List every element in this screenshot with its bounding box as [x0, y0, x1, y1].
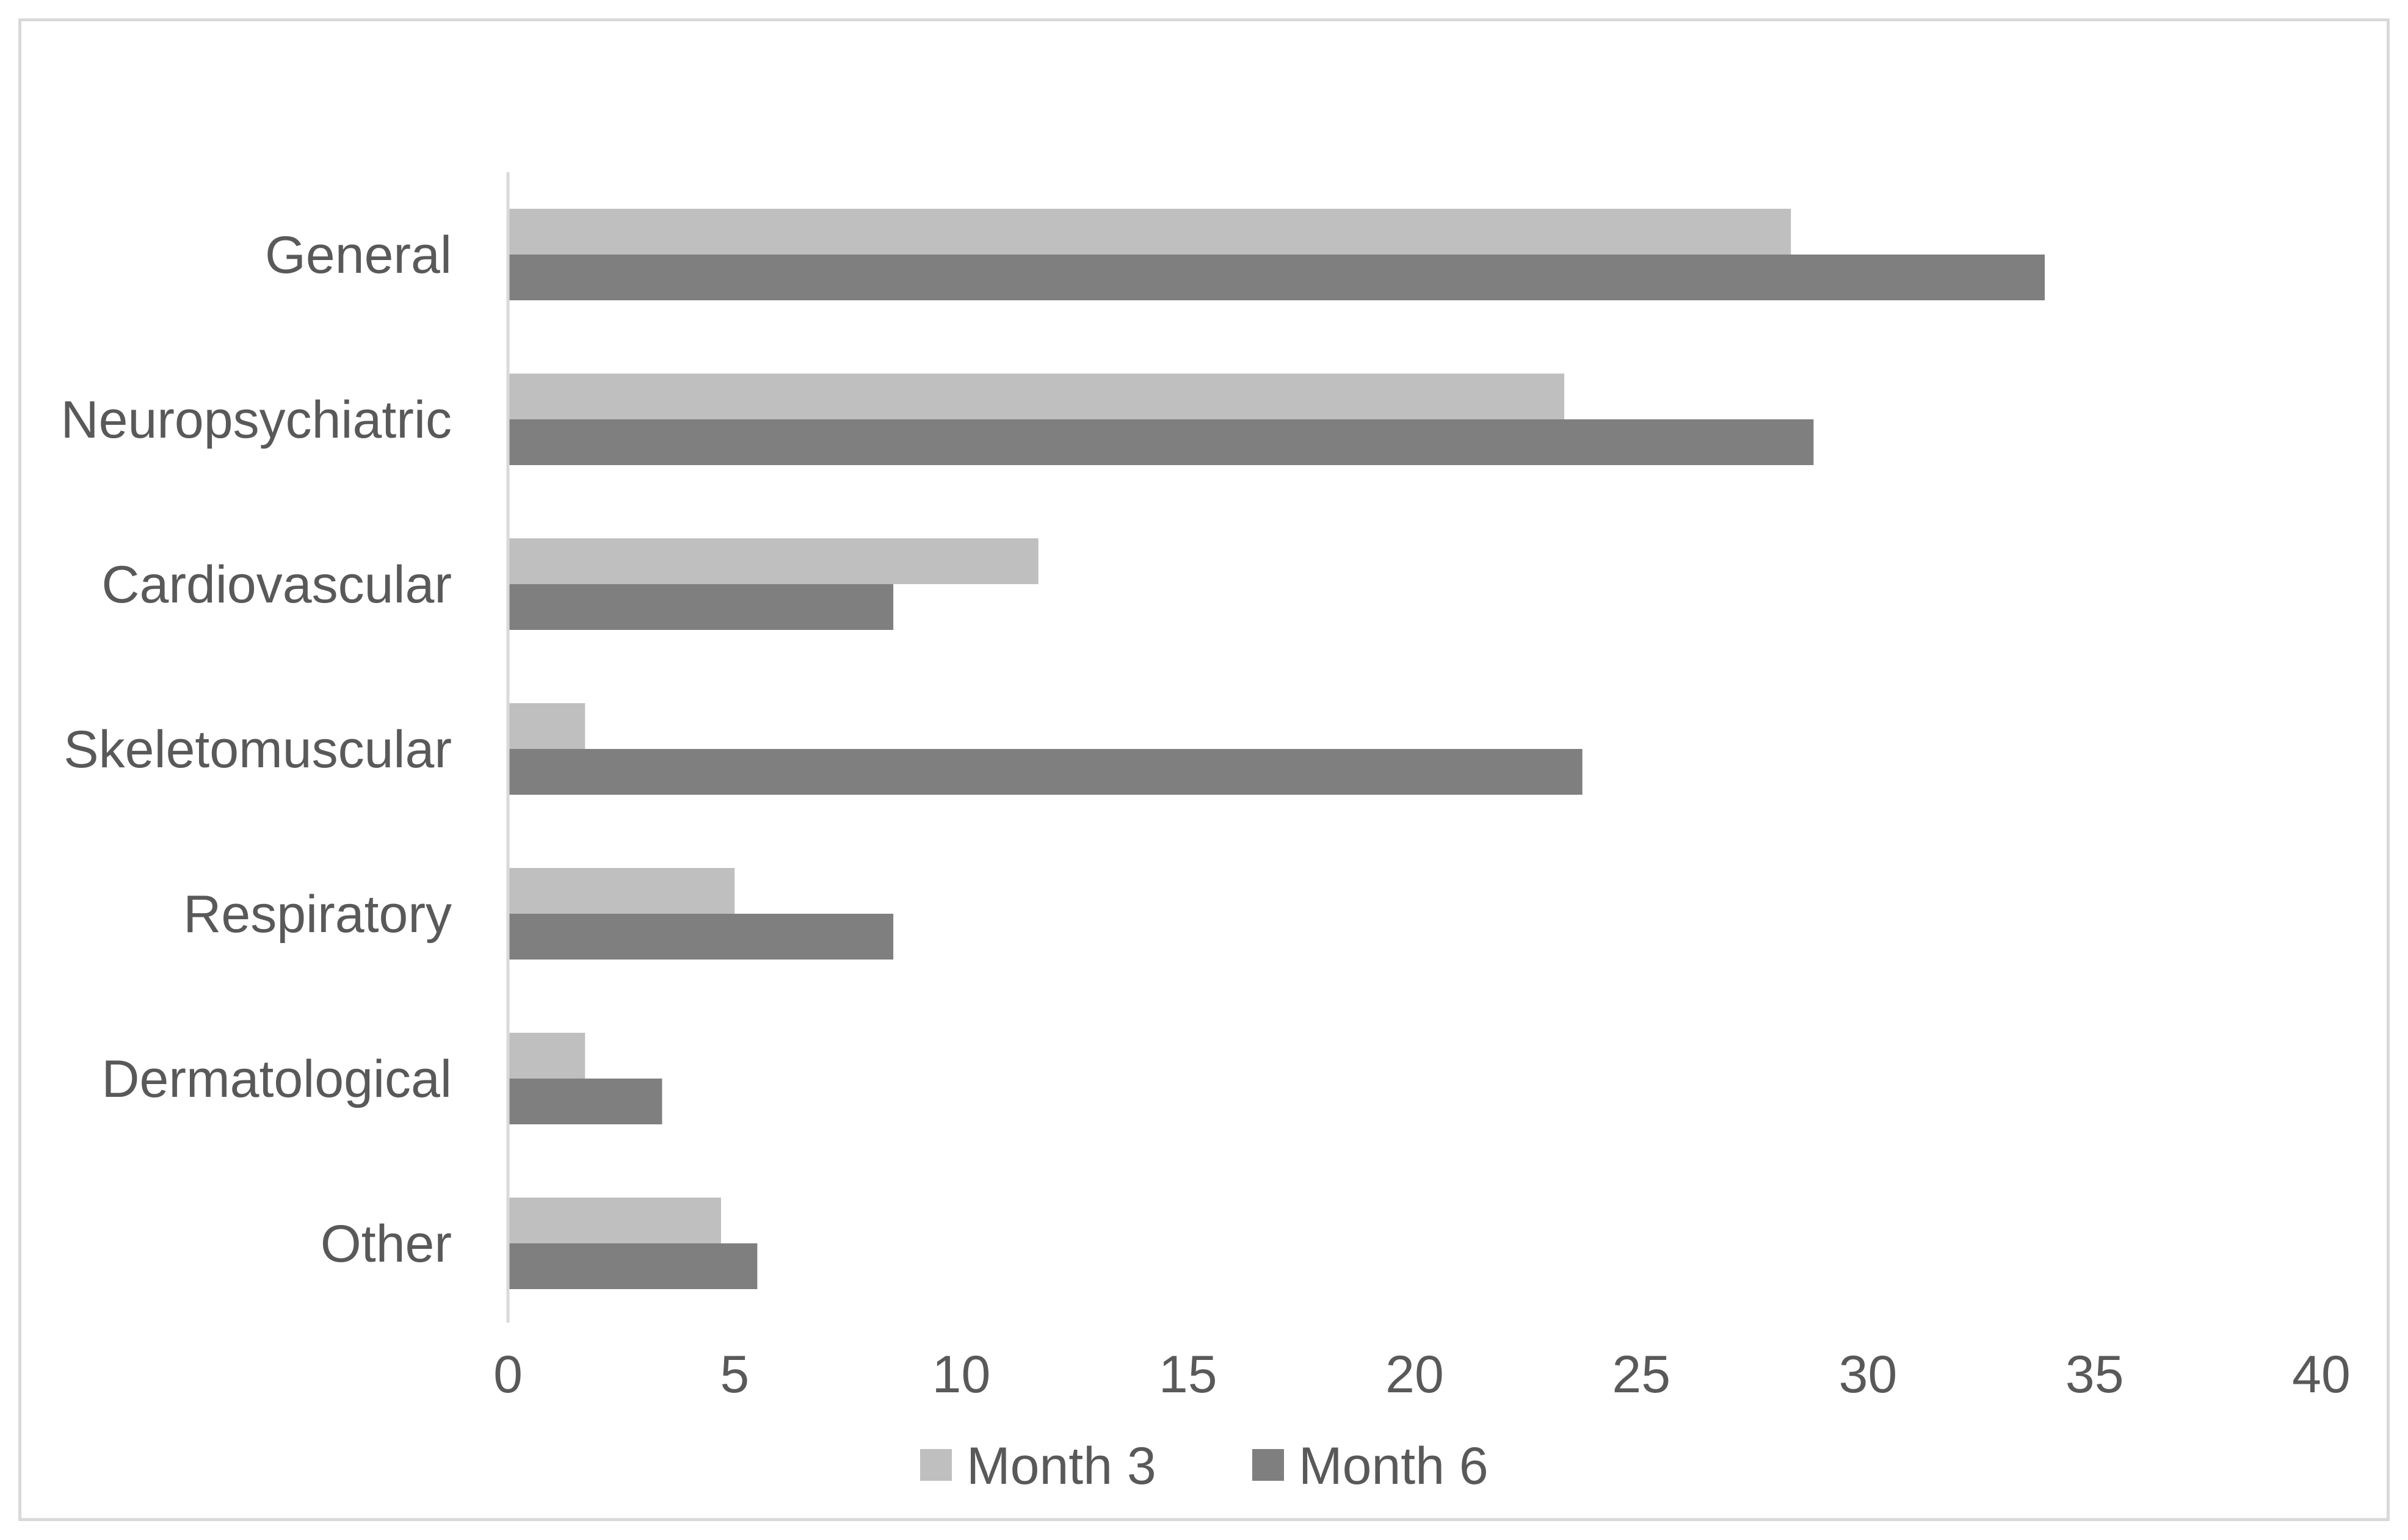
bars-layer — [508, 209, 2045, 1289]
bar-neuropsychiatric-month-3 — [508, 374, 1565, 419]
bar-neuropsychiatric-month-6 — [508, 419, 1814, 465]
bar-skeletomuscular-month-3 — [508, 703, 586, 749]
legend-swatch-month-6 — [1252, 1449, 1284, 1481]
bar-cardiovascular-month-6 — [508, 584, 894, 630]
x-tick-label-5: 5 — [720, 1345, 749, 1404]
category-label-other: Other — [321, 1215, 452, 1273]
category-label-respiratory: Respiratory — [183, 885, 452, 944]
x-tick-label-20: 20 — [1385, 1345, 1444, 1404]
x-tick-label-15: 15 — [1159, 1345, 1217, 1404]
x-tick-label-0: 0 — [493, 1345, 523, 1404]
bar-other-month-6 — [508, 1243, 758, 1289]
bar-cardiovascular-month-3 — [508, 538, 1039, 584]
bar-general-month-3 — [508, 209, 1791, 255]
category-label-neuropsychiatric: Neuropsychiatric — [61, 391, 452, 449]
category-label-cardiovascular: Cardiovascular — [101, 555, 452, 614]
category-label-skeletomuscular: Skeletomuscular — [63, 720, 452, 779]
bar-skeletomuscular-month-6 — [508, 749, 1583, 795]
legend-swatch-month-3 — [920, 1449, 952, 1481]
bar-other-month-3 — [508, 1198, 721, 1243]
bar-respiratory-month-3 — [508, 868, 735, 914]
category-labels: General Neuropsychiatric Cardiovascular Ske… — [61, 226, 452, 1273]
x-tick-label-25: 25 — [1612, 1345, 1670, 1404]
legend-label-month-6: Month 6 — [1299, 1437, 1489, 1495]
bar-chart: General Neuropsychiatric Cardiovascular Ske… — [61, 172, 2351, 1495]
category-label-dermatological: Dermatological — [101, 1050, 452, 1108]
legend: Month 3 Month 6 — [920, 1437, 1489, 1495]
x-tick-label-10: 10 — [932, 1345, 991, 1404]
bar-dermatological-month-6 — [508, 1079, 662, 1124]
x-tick-label-30: 30 — [1839, 1345, 1898, 1404]
chart-frame: General Neuropsychiatric Cardiovascular Ske… — [18, 18, 2390, 1521]
bar-dermatological-month-3 — [508, 1033, 586, 1079]
x-tick-label-35: 35 — [2065, 1345, 2124, 1404]
bar-general-month-6 — [508, 255, 2045, 300]
legend-label-month-3: Month 3 — [966, 1437, 1156, 1495]
x-tick-label-40: 40 — [2292, 1345, 2351, 1404]
bar-respiratory-month-6 — [508, 914, 894, 960]
x-axis-tick-labels: 0 5 10 15 20 25 30 35 40 — [493, 1345, 2351, 1404]
category-label-general: General — [265, 226, 452, 284]
